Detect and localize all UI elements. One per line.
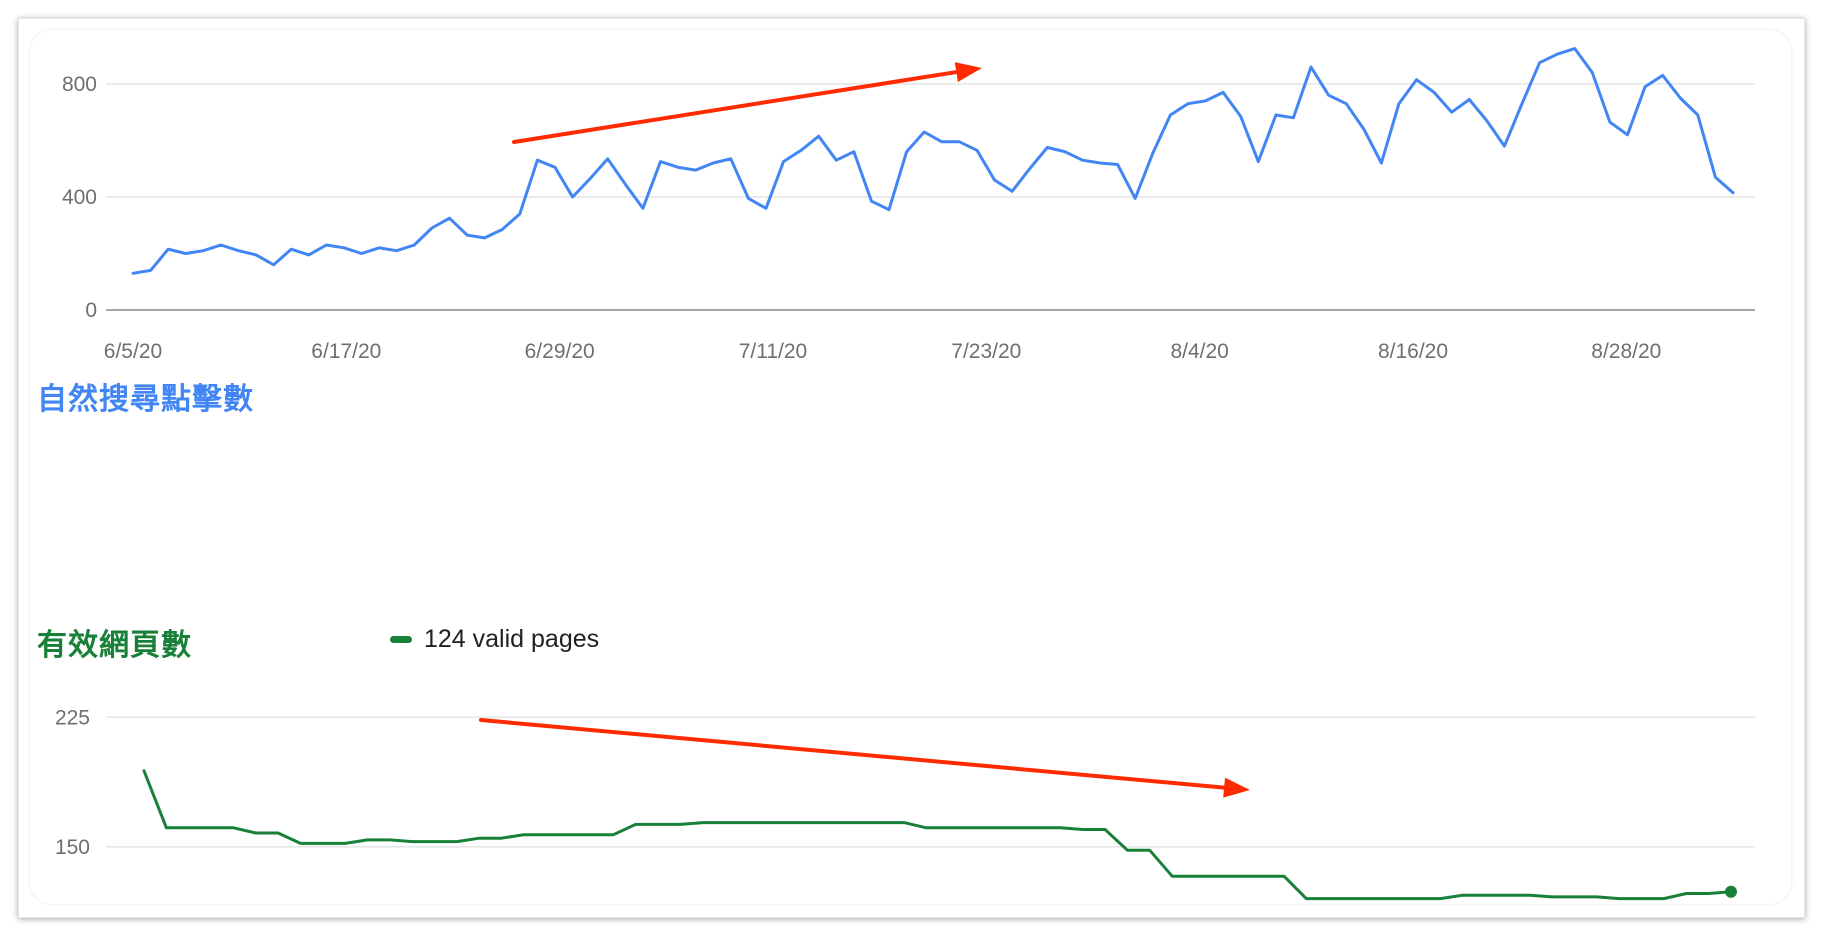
- series-line-1-0: [142, 769, 1733, 901]
- downward-trend-arrow-shaft: [479, 718, 1227, 790]
- valid-pages-chart-title: 有效網頁數: [37, 628, 192, 663]
- x-tick-label: 6/29/20: [525, 340, 595, 363]
- clicks-chart: 0 400 800 6/5/20 6/17/20 6/29/20 7/11/20 7/23/2…: [62, 47, 1755, 363]
- x-tick-label: 6/5/20: [104, 340, 162, 363]
- valid-pages-chart: 150 225: [55, 706, 1755, 901]
- downward-trend-arrow-head: [1223, 777, 1250, 798]
- series-line-0-0: [131, 47, 1735, 275]
- x-tick-label: 8/16/20: [1378, 340, 1448, 363]
- legend-swatch: [390, 635, 412, 643]
- downward-trend-arrow: [479, 718, 1250, 798]
- valid-pages-legend[interactable]: 124 valid pages: [390, 624, 599, 654]
- x-tick-label: 7/23/20: [951, 340, 1021, 363]
- upward-trend-arrow: [512, 62, 982, 144]
- y-tick-label-800: 800: [62, 73, 97, 96]
- x-tick-label: 8/28/20: [1591, 340, 1661, 363]
- legend-label: 124 valid pages: [424, 624, 600, 653]
- y-tick-label-150: 150: [55, 836, 90, 859]
- y-tick-label-225: 225: [55, 706, 90, 729]
- upward-trend-arrow-shaft: [512, 70, 959, 144]
- x-tick-label: 6/17/20: [311, 340, 381, 363]
- series-last-point: [1725, 885, 1737, 898]
- clicks-chart-title: 自然搜尋點擊數: [37, 382, 254, 417]
- y-tick-label-400: 400: [62, 186, 97, 209]
- upward-trend-arrow-head: [954, 62, 982, 82]
- x-tick-label: 7/11/20: [739, 340, 808, 363]
- trend-arrows: [479, 62, 1250, 798]
- x-tick-label: 8/4/20: [1170, 340, 1228, 363]
- y-tick-label-0: 0: [85, 299, 97, 322]
